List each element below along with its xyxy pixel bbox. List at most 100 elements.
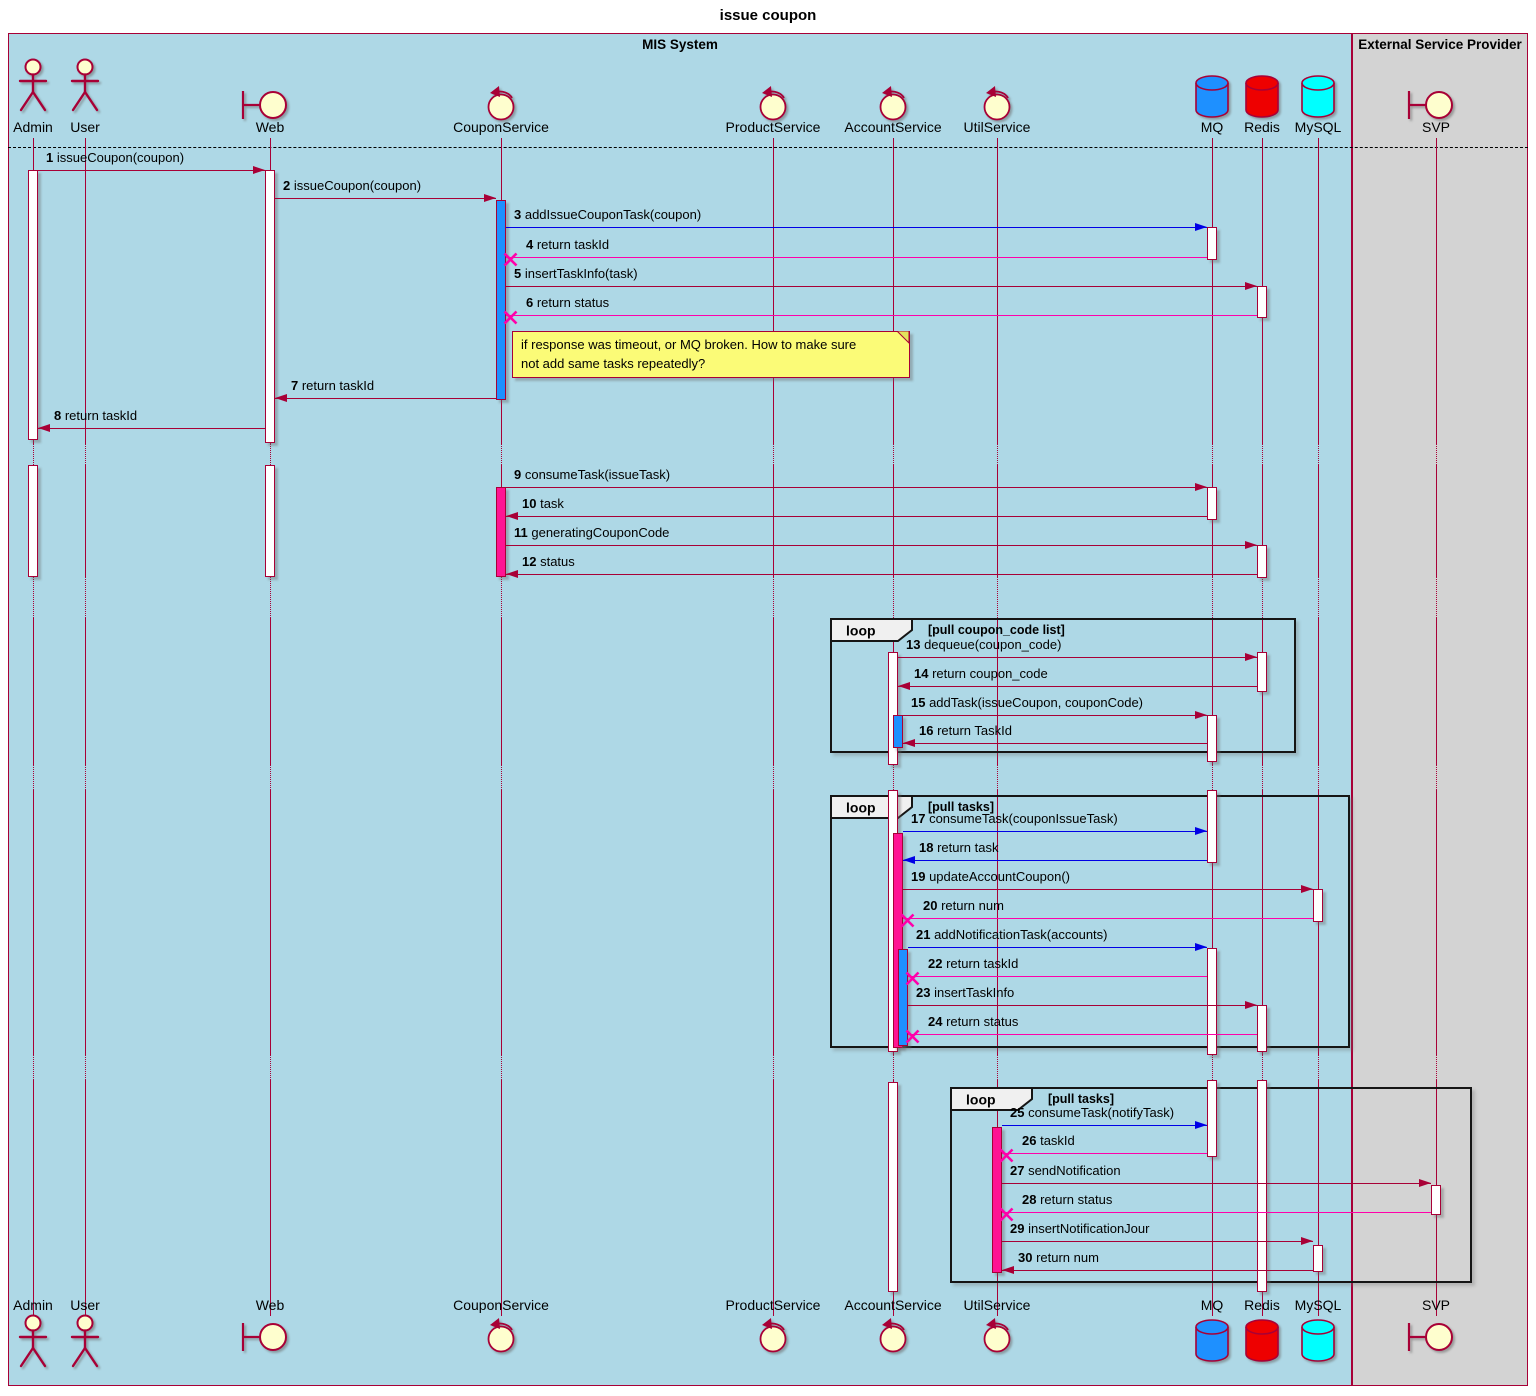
message-16-arrowhead: [903, 739, 915, 748]
message-16-label: 16 return TaskId: [919, 723, 1012, 738]
message-26-xmark: [998, 1147, 1015, 1164]
lifeline-mq: [1212, 1055, 1213, 1080]
activation-accountservice: [888, 652, 898, 765]
lifeline-mysql: [1318, 577, 1319, 618]
lifeline-user: [85, 443, 86, 465]
message-28-xmark: [998, 1206, 1015, 1223]
participant-label-redis: Redis: [1244, 119, 1280, 135]
message-10-label: 10 task: [522, 496, 564, 511]
message-28-line: [1002, 1212, 1431, 1213]
lifeline-mq: [1212, 465, 1213, 577]
activation-redis: [1257, 1080, 1267, 1292]
lifeline-mq: [1212, 790, 1213, 1055]
lifeline-admin: [33, 790, 34, 1055]
message-4-xmark: [502, 251, 519, 268]
lifeline-mysql: [1318, 1080, 1319, 1316]
loop-frame-2: [830, 795, 1350, 1048]
message-13-arrowhead: [1245, 653, 1257, 662]
message-30-arrowhead: [1002, 1266, 1014, 1275]
control-icon: [755, 1316, 791, 1354]
activation-web: [265, 170, 275, 443]
message-19-arrowhead: [1301, 885, 1313, 894]
control-icon: [979, 84, 1015, 122]
lifeline-svp: [1436, 618, 1437, 765]
message-12-label: 12 status: [522, 554, 575, 569]
message-22-line: [908, 976, 1207, 977]
loop-operator-label: loop: [830, 618, 914, 643]
loop-operator-label: loop: [950, 1087, 1034, 1112]
lifeline-svp: [1436, 577, 1437, 618]
lifeline-mq: [1212, 765, 1213, 790]
lifeline-redis: [1262, 577, 1263, 618]
lifeline-svp: [1436, 138, 1437, 443]
lifeline-accountservice: [893, 577, 894, 618]
message-13-label: 13 dequeue(coupon_code): [906, 637, 1062, 652]
activation-accountservice: [893, 715, 903, 748]
message-19-label: 19 updateAccountCoupon(): [911, 869, 1071, 884]
lifeline-productservice: [773, 577, 774, 618]
message-25-label: 25 consumeTask(notifyTask): [1010, 1105, 1175, 1120]
message-27-arrowhead: [1419, 1179, 1431, 1188]
activation-couponservice: [496, 200, 506, 400]
lifeline-web: [270, 577, 271, 618]
lifeline-web: [270, 618, 271, 765]
lifeline-user: [85, 138, 86, 443]
lifeline-mq: [1212, 618, 1213, 765]
message-21-line: [908, 947, 1207, 948]
lifeline-couponservice: [501, 577, 502, 618]
message-12-arrowhead: [506, 570, 518, 579]
note-line: if response was timeout, or MQ broken. H…: [521, 337, 857, 352]
control-icon: [483, 1316, 519, 1354]
activation-mysql: [1313, 1245, 1323, 1272]
lifeline-mq: [1212, 1080, 1213, 1316]
message-29-line: [1002, 1241, 1313, 1242]
message-15-line: [903, 715, 1207, 716]
lifeline-admin: [33, 618, 34, 765]
participant-label-utilservice: UtilService: [963, 1297, 1031, 1313]
message-11-arrowhead: [1245, 541, 1257, 550]
lifeline-productservice: [773, 790, 774, 1055]
actor-icon: [15, 58, 51, 116]
lifeline-utilservice: [997, 577, 998, 618]
database-icon: [1298, 72, 1338, 120]
message-7-label: 7 return taskId: [291, 378, 375, 393]
lifeline-mysql: [1318, 765, 1319, 790]
message-22-xmark: [904, 970, 921, 987]
header-separator: [8, 147, 1528, 148]
lifeline-productservice: [773, 465, 774, 577]
lifeline-productservice: [773, 1080, 774, 1316]
message-20-label: 20 return num: [923, 898, 1004, 913]
lifeline-mysql: [1318, 618, 1319, 765]
lifeline-couponservice: [501, 443, 502, 465]
message-7-line: [275, 398, 496, 399]
message-20-xmark: [899, 912, 916, 929]
lifeline-user: [85, 618, 86, 765]
lifeline-web: [270, 765, 271, 790]
lifeline-productservice: [773, 138, 774, 443]
message-6-xmark: [502, 309, 519, 326]
database-icon: [1192, 72, 1232, 120]
lifeline-accountservice: [893, 1055, 894, 1080]
message-18-arrowhead: [903, 856, 915, 865]
participant-label-user: User: [70, 1297, 100, 1313]
message-13-line: [898, 657, 1257, 658]
lifeline-mysql: [1318, 790, 1319, 1055]
participant-label-productservice: ProductService: [725, 119, 821, 135]
message-26-label: 26 taskId: [1022, 1133, 1075, 1148]
actor-icon: [15, 1314, 51, 1372]
message-23-arrowhead: [1245, 1001, 1257, 1010]
note: if response was timeout, or MQ broken. H…: [512, 331, 910, 378]
loop-condition: [pull tasks]: [928, 800, 994, 814]
message-3-label: 3 addIssueCouponTask(coupon): [514, 207, 702, 222]
lifeline-utilservice: [997, 443, 998, 465]
lifeline-user: [85, 1055, 86, 1080]
lifeline-utilservice: [997, 138, 998, 443]
participant-label-web: Web: [255, 119, 285, 135]
lifeline-admin: [33, 1080, 34, 1316]
lifeline-mysql: [1318, 1055, 1319, 1080]
note-line: not add same tasks repeatedly?: [521, 356, 706, 371]
actor-icon: [67, 58, 103, 116]
boundary-icon: [1402, 88, 1454, 122]
participant-label-couponservice: CouponService: [453, 119, 549, 135]
message-18-label: 18 return task: [919, 840, 999, 855]
